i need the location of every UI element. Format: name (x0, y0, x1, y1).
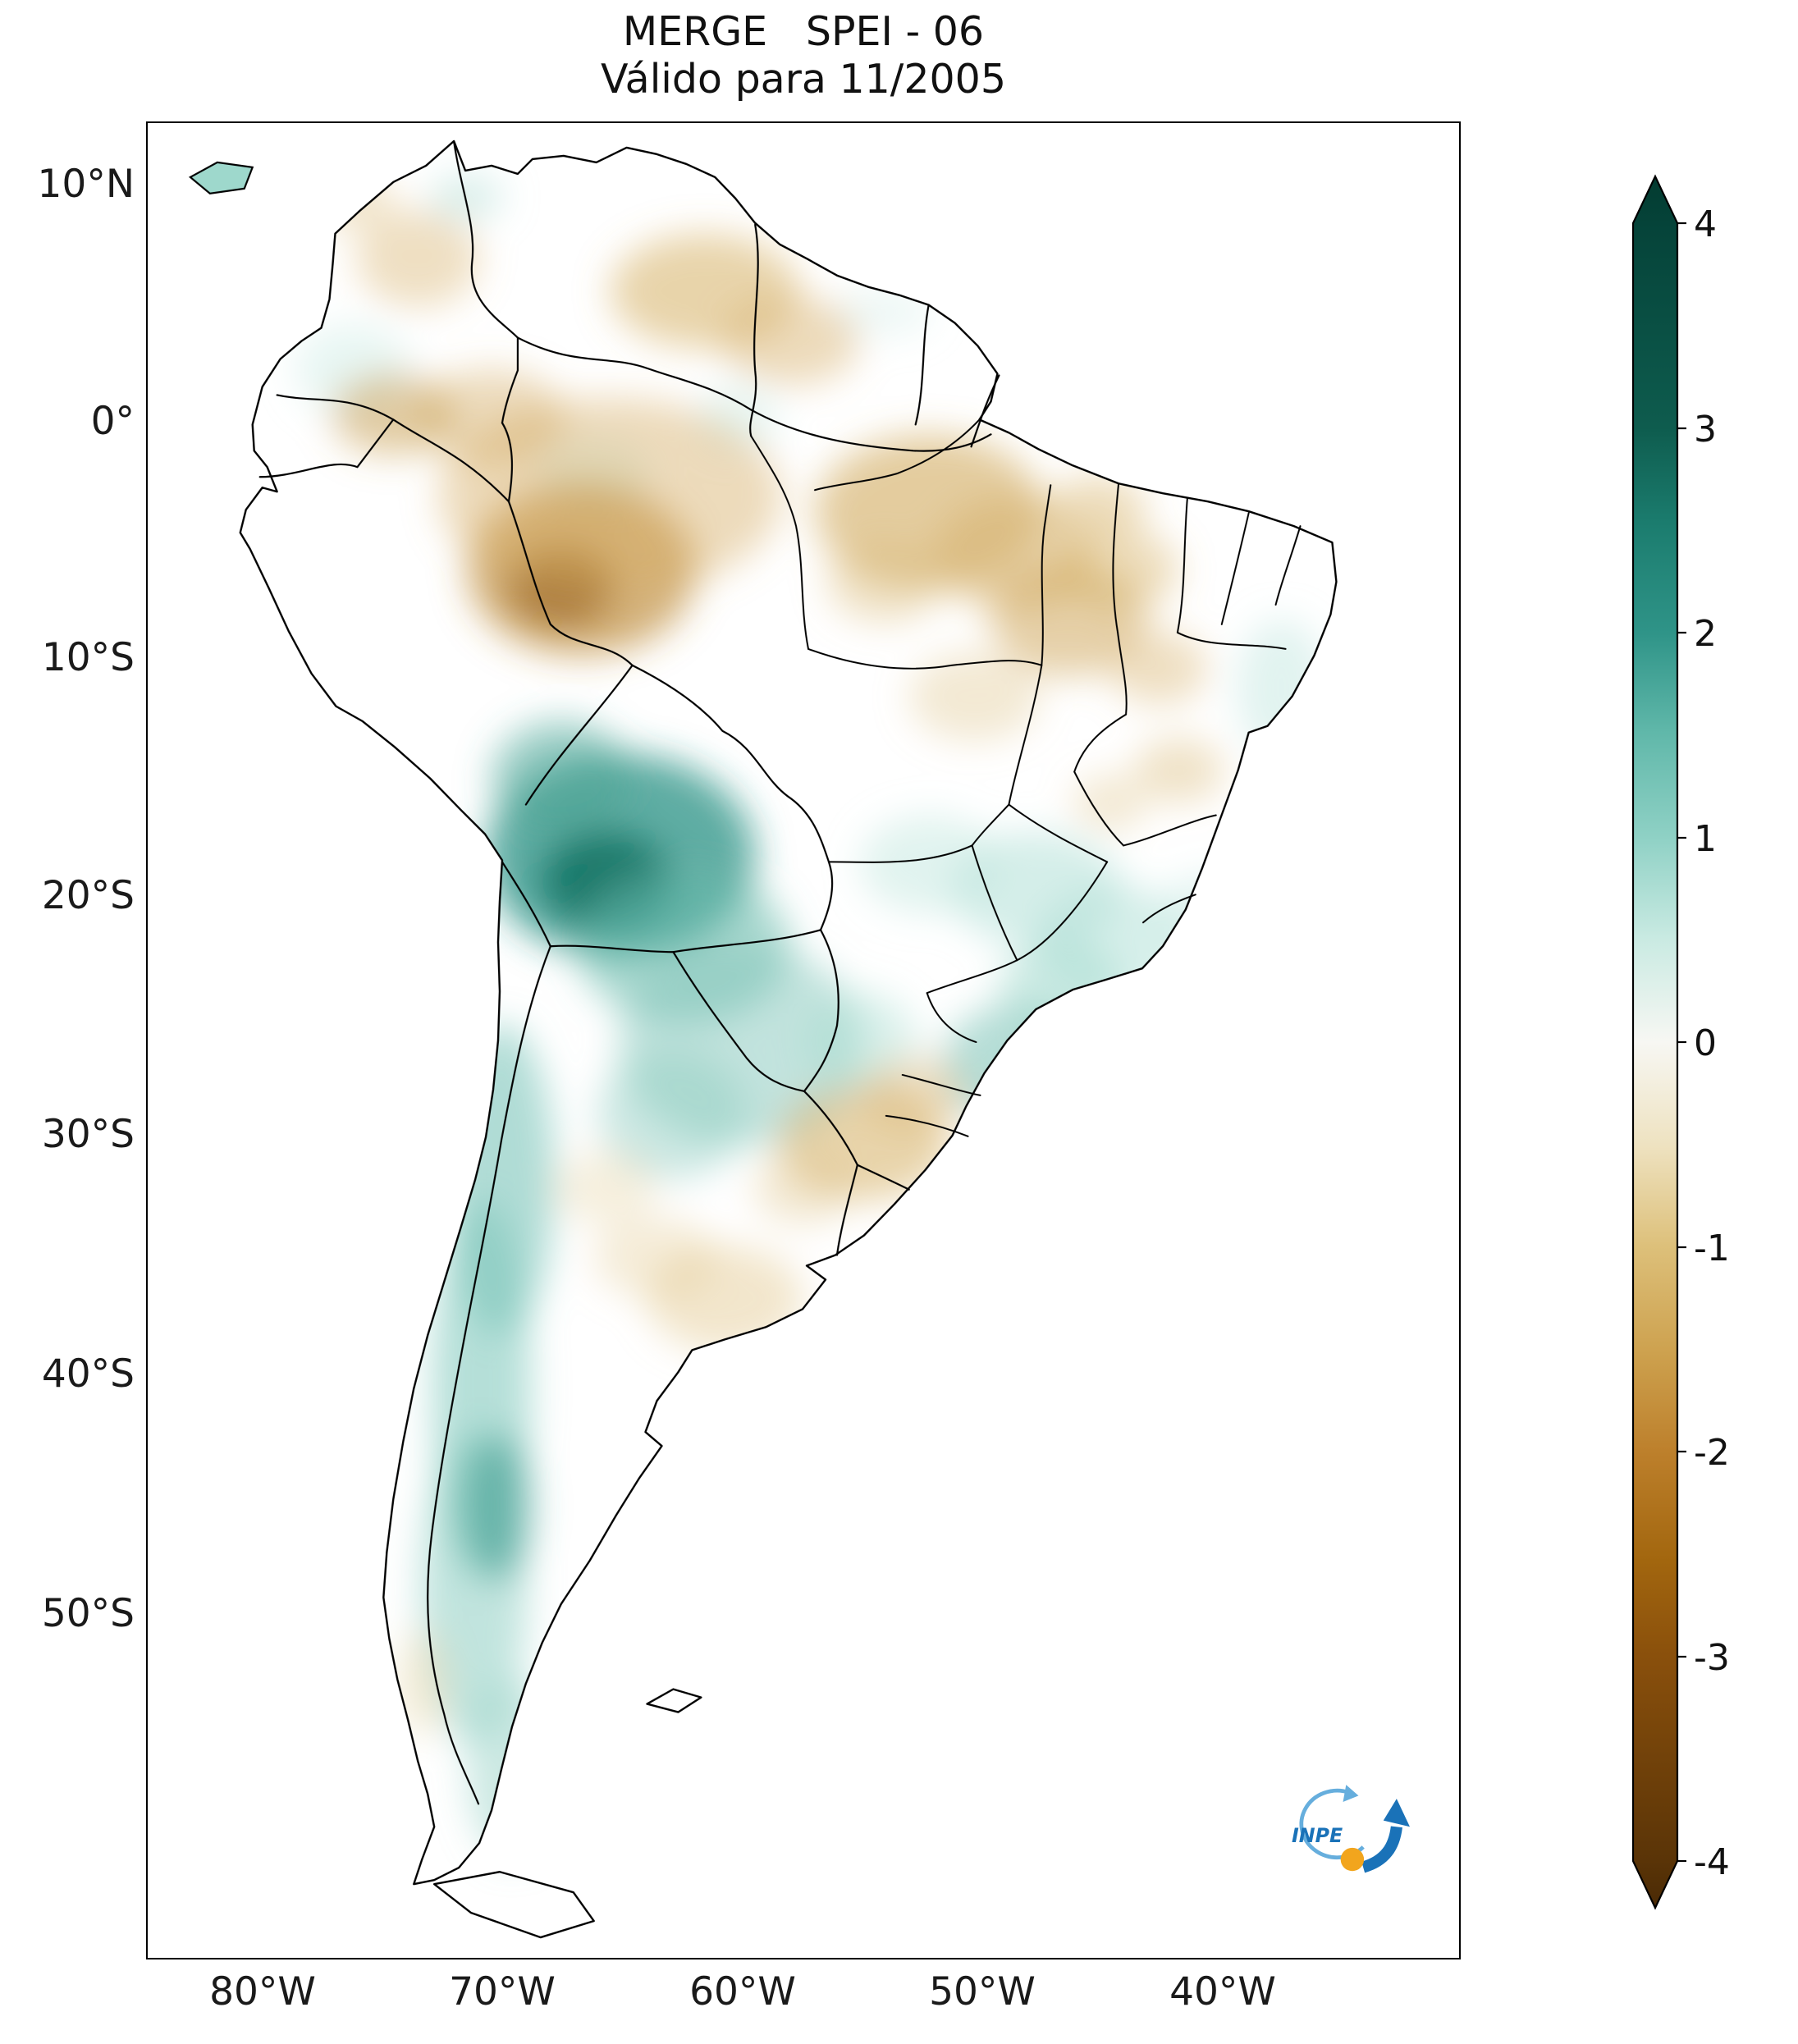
coastline (239, 139, 1338, 1939)
y-tick-label-50s: 50°S (41, 1591, 135, 1636)
x-tick-label-60w: 60°W (689, 1969, 796, 2014)
y-tick-label-30s: 30°S (41, 1112, 135, 1157)
colorbar-tick-labels: 4 3 2 1 0 -1 -2 -3 -4 (1694, 203, 1730, 1883)
inpe-orange-dot-icon (1340, 1847, 1365, 1872)
colorbar-tick-marks (1677, 222, 1686, 1863)
spei-field (190, 140, 1337, 1938)
south-america-map (188, 139, 1338, 1939)
colorbar-tick-label: -1 (1694, 1228, 1730, 1269)
y-tick-label-20s: 20°S (41, 873, 135, 918)
inpe-arrow-icon (1361, 1826, 1402, 1873)
y-tick-label-40s: 40°S (41, 1351, 135, 1397)
tierra-del-fuego (432, 1870, 595, 1939)
y-tick-label-10n: 10°N (37, 162, 135, 207)
x-tick-label-40w: 40°W (1169, 1969, 1276, 2014)
panama-landmass (188, 161, 254, 195)
colorbar-tick-label: 3 (1694, 409, 1717, 450)
colorbar-tick-label: 1 (1694, 818, 1717, 860)
inpe-swirl-arrowhead-icon (1343, 1785, 1359, 1802)
colorbar-tick-label: -3 (1694, 1637, 1730, 1679)
colorbar: 4 3 2 1 0 -1 -2 -3 -4 (1631, 174, 1730, 1910)
colorbar-tick-label: -2 (1694, 1432, 1730, 1474)
map-subtitle: Válido para 11/2005 (600, 56, 1007, 103)
x-tick-label-50w: 50°W (929, 1969, 1036, 2014)
colorbar-tick-label: 4 (1694, 203, 1717, 245)
inpe-logo-text: INPE (1292, 1824, 1343, 1847)
country-borders (258, 139, 1000, 1805)
colorbar-tick-label: -4 (1694, 1841, 1730, 1883)
x-tick-label-80w: 80°W (209, 1969, 316, 2014)
colorbar-tick-label: 2 (1694, 613, 1717, 655)
y-tick-label-0: 0° (90, 399, 135, 444)
y-tick-label-10s: 10°S (41, 635, 135, 680)
colorbar-gradient (1631, 174, 1679, 1910)
x-tick-label-70w: 70°W (449, 1969, 556, 2014)
inpe-logo: INPE (1292, 1785, 1410, 1873)
map-frame: INPE (146, 121, 1461, 1959)
state-borders (750, 418, 1302, 1137)
colorbar-tick-label: 0 (1694, 1022, 1717, 1064)
inpe-arrowhead-icon (1383, 1799, 1410, 1827)
map-title: MERGE SPEI - 06 (622, 8, 985, 55)
small-island (646, 1688, 702, 1713)
